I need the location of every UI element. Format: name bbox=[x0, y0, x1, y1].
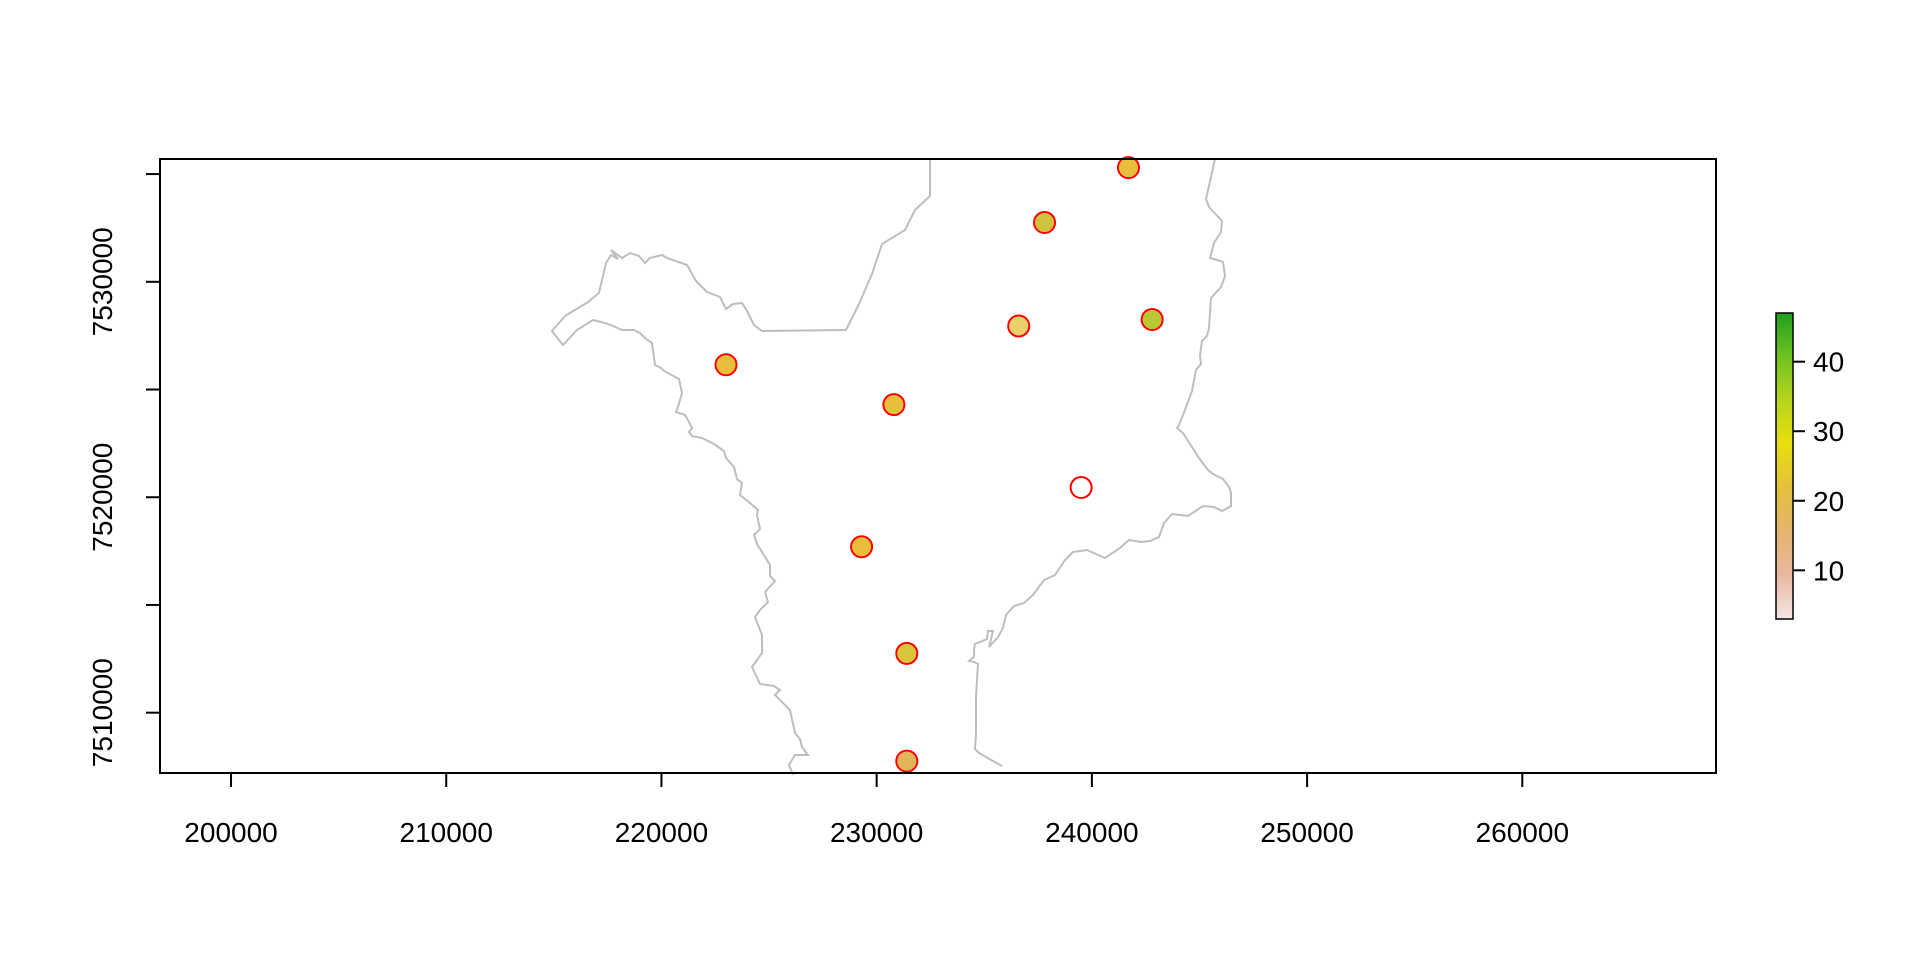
sample-point bbox=[1033, 211, 1057, 235]
sample-point bbox=[882, 393, 906, 417]
point-marker bbox=[1140, 308, 1164, 332]
y-tick-label: 7530000 bbox=[87, 227, 118, 336]
x-tick-label: 200000 bbox=[184, 817, 277, 848]
y-axis: 7510000 7520000 7530000 bbox=[87, 173, 161, 767]
colorbar-legend: 10 20 30 40 bbox=[1775, 312, 1844, 620]
sample-point bbox=[850, 535, 874, 559]
point-marker bbox=[895, 641, 919, 665]
sample-point bbox=[1140, 308, 1164, 332]
district-boundary-west bbox=[550, 159, 931, 776]
sample-point bbox=[714, 353, 738, 377]
y-tick-label: 7520000 bbox=[87, 443, 118, 552]
x-axis: 200000 210000 220000 230000 240000 250000 2600… bbox=[184, 772, 1569, 848]
point-marker bbox=[1069, 476, 1093, 500]
point-marker bbox=[882, 393, 906, 417]
plot-frame bbox=[159, 158, 1717, 774]
point-fill bbox=[897, 643, 917, 663]
point-fill bbox=[1009, 316, 1029, 336]
colorbar-tick-label: 10 bbox=[1813, 555, 1844, 586]
x-tick-label: 240000 bbox=[1045, 817, 1138, 848]
point-fill bbox=[716, 355, 736, 375]
point-marker bbox=[895, 749, 919, 773]
point-fill bbox=[1142, 310, 1162, 330]
point-fill bbox=[1035, 213, 1055, 233]
point-fill bbox=[884, 395, 904, 415]
point-marker bbox=[1007, 314, 1031, 338]
y-tick-label: 7510000 bbox=[87, 658, 118, 767]
x-tick-label: 220000 bbox=[615, 817, 708, 848]
colorbar-tick-label: 30 bbox=[1813, 416, 1844, 447]
sample-point bbox=[895, 749, 919, 773]
sample-point bbox=[1069, 476, 1093, 500]
colorbar-ramp bbox=[1775, 312, 1794, 620]
x-tick-label: 230000 bbox=[830, 817, 923, 848]
point-marker bbox=[714, 353, 738, 377]
sample-point bbox=[1116, 156, 1140, 180]
point-fill bbox=[897, 751, 917, 771]
colorbar-ticks: 10 20 30 40 bbox=[1793, 347, 1844, 586]
x-tick-label: 210000 bbox=[400, 817, 493, 848]
x-tick-label: 260000 bbox=[1476, 817, 1569, 848]
point-fill bbox=[852, 537, 872, 557]
point-marker bbox=[850, 535, 874, 559]
point-marker bbox=[1033, 211, 1057, 235]
colorbar-tick-label: 20 bbox=[1813, 486, 1844, 517]
x-tick-label: 250000 bbox=[1260, 817, 1353, 848]
point-fill bbox=[1071, 478, 1091, 498]
sample-point bbox=[895, 641, 919, 665]
district-boundary-east bbox=[966, 158, 1232, 767]
point-fill bbox=[1118, 158, 1138, 178]
colorbar-tick-label: 40 bbox=[1813, 347, 1844, 378]
point-marker bbox=[1116, 156, 1140, 180]
sample-points bbox=[714, 156, 1164, 773]
boundary-lines bbox=[550, 158, 1232, 776]
sample-point bbox=[1007, 314, 1031, 338]
